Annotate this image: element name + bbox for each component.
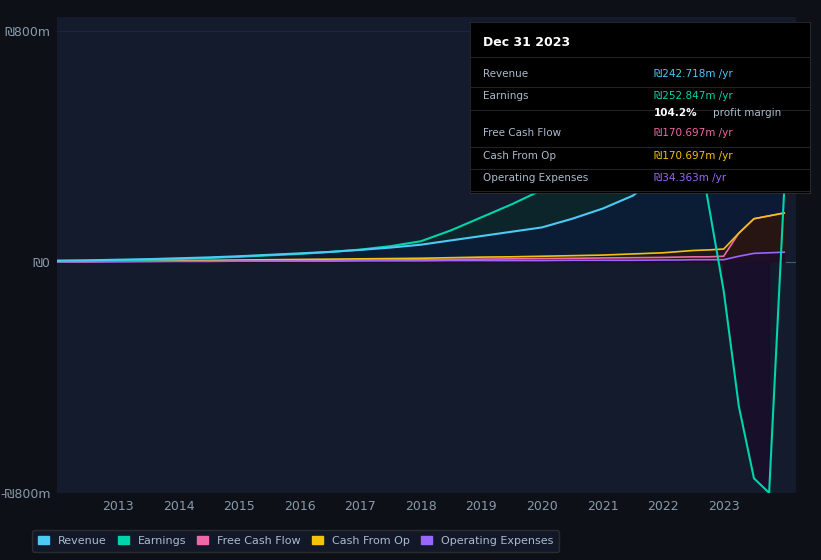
Text: Earnings: Earnings (484, 91, 529, 101)
Text: Operating Expenses: Operating Expenses (484, 173, 589, 183)
Text: ₪170.697m /yr: ₪170.697m /yr (654, 151, 732, 161)
Text: ₪252.847m /yr: ₪252.847m /yr (654, 91, 732, 101)
Legend: Revenue, Earnings, Free Cash Flow, Cash From Op, Operating Expenses: Revenue, Earnings, Free Cash Flow, Cash … (32, 530, 559, 552)
Text: profit margin: profit margin (713, 108, 782, 118)
Text: Revenue: Revenue (484, 69, 529, 78)
Text: ₪170.697m /yr: ₪170.697m /yr (654, 128, 732, 138)
Text: Free Cash Flow: Free Cash Flow (484, 128, 562, 138)
Text: ₪34.363m /yr: ₪34.363m /yr (654, 173, 726, 183)
Text: Cash From Op: Cash From Op (484, 151, 557, 161)
Text: Dec 31 2023: Dec 31 2023 (484, 36, 571, 49)
Text: ₪242.718m /yr: ₪242.718m /yr (654, 69, 732, 78)
Text: 104.2%: 104.2% (654, 108, 697, 118)
